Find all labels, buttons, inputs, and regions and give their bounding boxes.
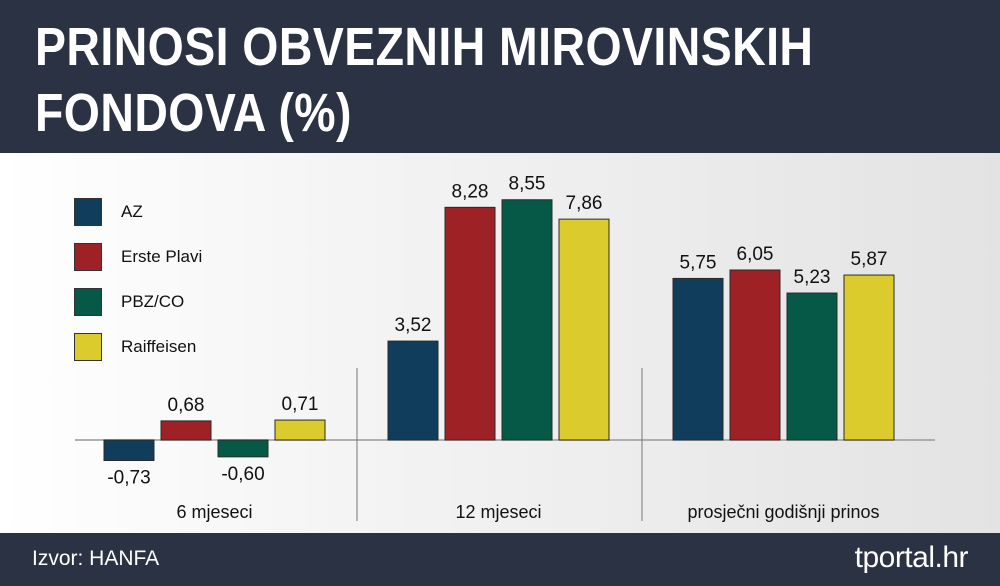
bar-pbz-co-12-mjeseci: [501, 199, 553, 441]
plot-area: -0,73 0,68 -0,60 0,71 6 mjeseci 3,52 8,28 8,55 7…: [0, 153, 1000, 533]
category-label-6-mjeseci: 6 mjeseci: [176, 502, 252, 522]
data-label-erste-plavi-prosje-ni-godi-nji-prinos: 6,05: [737, 244, 774, 265]
legend-label-az: AZ: [121, 202, 143, 221]
category-label-12-mjeseci: 12 mjeseci: [455, 502, 541, 522]
bar-pbz-co-prosje-ni-godi-nji-prinos: [786, 292, 838, 441]
bar-az-12-mjeseci: [387, 340, 439, 441]
bar-az-prosje-ni-godi-nji-prinos: [672, 277, 724, 441]
legend-swatch-erste-plavi: [74, 243, 102, 271]
bar-chart: -0,73 0,68 -0,60 0,71 6 mjeseci 3,52 8,28 8,55 7…: [75, 174, 935, 522]
data-label-pbz-co-12-mjeseci: 8,55: [509, 174, 546, 195]
bar-raiffeisen-prosje-ni-godi-nji-prinos: [843, 274, 895, 441]
data-label-raiffeisen-6-mjeseci: 0,71: [282, 394, 319, 415]
data-label-raiffeisen-12-mjeseci: 7,86: [566, 193, 603, 214]
source-credit: Izvor: HANFA: [32, 547, 160, 570]
bar-raiffeisen-6-mjeseci: [274, 419, 326, 441]
bar-erste-plavi-12-mjeseci: [444, 206, 496, 441]
bar-erste-plavi-6-mjeseci: [160, 420, 212, 441]
bar-pbz-co-6-mjeseci: [217, 439, 269, 458]
data-label-erste-plavi-6-mjeseci: 0,68: [168, 395, 205, 416]
legend-swatch-pbz-co: [74, 288, 102, 316]
brand-logo: tportal.hr: [854, 541, 969, 574]
legend-label-raiffeisen: Raiffeisen: [121, 337, 197, 356]
data-label-az-prosje-ni-godi-nji-prinos: 5,75: [680, 252, 717, 273]
category-label-prosje-ni-godi-nji-prinos: prosječni godišnji prinos: [687, 502, 879, 522]
legend-swatch-az: [74, 198, 102, 226]
legend-swatch-raiffeisen: [74, 333, 102, 361]
data-label-raiffeisen-prosje-ni-godi-nji-prinos: 5,87: [851, 249, 888, 270]
data-label-pbz-co-6-mjeseci: -0,60: [221, 464, 264, 485]
chart-title: PRINOSI OBVEZNIH MIROVINSKIH FONDOVA (%): [35, 17, 814, 143]
bar-erste-plavi-prosje-ni-godi-nji-prinos: [729, 269, 781, 441]
data-label-az-12-mjeseci: 3,52: [395, 315, 432, 336]
legend-label-erste-plavi: Erste Plavi: [121, 247, 203, 266]
header-banner: PRINOSI OBVEZNIH MIROVINSKIH FONDOVA (%): [0, 0, 1000, 153]
bar-raiffeisen-12-mjeseci: [558, 218, 610, 441]
data-label-pbz-co-prosje-ni-godi-nji-prinos: 5,23: [794, 267, 831, 288]
data-label-az-6-mjeseci: -0,73: [107, 468, 150, 489]
legend-label-pbz-co: PBZ/CO: [121, 292, 185, 311]
bar-az-6-mjeseci: [103, 439, 155, 462]
data-label-erste-plavi-12-mjeseci: 8,28: [452, 181, 489, 202]
footer-bar: Izvor: HANFA tportal.hr: [0, 533, 1000, 586]
